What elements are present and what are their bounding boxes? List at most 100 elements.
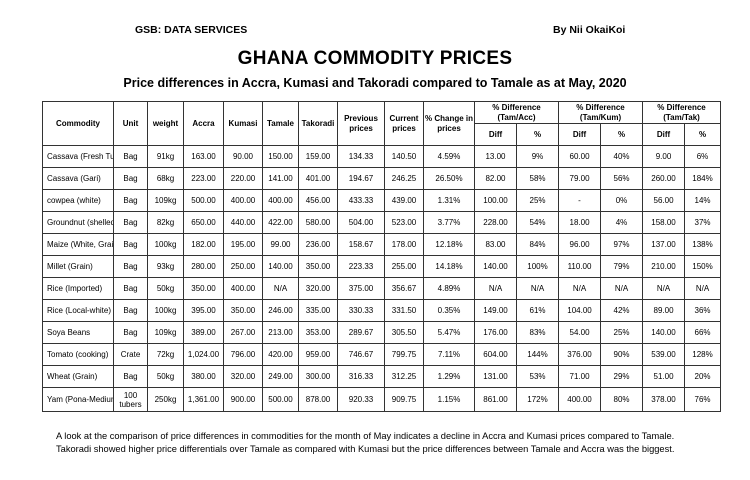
table-cell: 40% [600, 145, 644, 168]
table-cell: 395.00 [183, 299, 224, 322]
table-cell: 378.00 [642, 387, 686, 412]
table-row: Maize (White, Grain) Bag 100kg 182.00 195.00… [42, 233, 722, 256]
table-cell: Bag [113, 167, 148, 190]
table-body: Cassava (Fresh Tubes)Bag91kg163.0090.001… [42, 145, 722, 412]
table-cell: 312.25 [384, 365, 424, 388]
table-cell: 76% [684, 387, 722, 412]
table-cell: 356.67 [384, 277, 424, 300]
table-cell: 6% [684, 145, 722, 168]
table-cell: 110.00 [558, 255, 602, 278]
table-cell: 500.00 [262, 387, 299, 412]
col-header-current-prices: Current prices [384, 101, 424, 146]
table-cell: 580.00 [298, 211, 338, 234]
table-cell: Bag [113, 365, 148, 388]
table-cell: Bag [113, 299, 148, 322]
table-cell: 335.00 [298, 299, 338, 322]
table-cell: N/A [474, 277, 517, 300]
table-cell: 176.00 [474, 321, 517, 344]
table-cell: 9.00 [642, 145, 686, 168]
table-cell: 25% [515, 189, 560, 212]
table-cell: 433.33 [337, 189, 385, 212]
table-cell: 79.00 [558, 167, 602, 190]
table-cell: 56% [600, 167, 644, 190]
org-name: GSB: DATA SERVICES [135, 24, 248, 36]
table-cell: 163.00 [183, 145, 224, 168]
table-cell: N/A [262, 277, 299, 300]
col-header-kumasi: Kumasi [223, 101, 263, 146]
table-row: Cassava (Gari) Bag 68kg 223.00 220.00 141.00 4… [42, 167, 722, 190]
commodity-name-cell: Cassava (Gari) [42, 167, 114, 190]
table-cell: 141.00 [262, 167, 299, 190]
table-cell: 246.00 [262, 299, 299, 322]
table-cell: 900.00 [223, 387, 263, 412]
table-row: Tomato (cooking) Crate 72kg 1,024.00 796.00 4… [42, 343, 722, 366]
table-cell: 331.50 [384, 299, 424, 322]
table-cell: 4.59% [423, 145, 475, 168]
table-cell: N/A [642, 277, 686, 300]
commodity-name-cell: cowpea (white) [42, 189, 114, 212]
table-cell: 138% [684, 233, 722, 256]
table-cell: 80% [600, 387, 644, 412]
table-cell: 96.00 [558, 233, 602, 256]
table-cell: 920.33 [337, 387, 385, 412]
table-cell: 91kg [147, 145, 184, 168]
table-cell: 79% [600, 255, 644, 278]
table-cell: 71.00 [558, 365, 602, 388]
table-cell: 83% [515, 321, 560, 344]
table-cell: 799.75 [384, 343, 424, 366]
table-cell: 330.33 [337, 299, 385, 322]
page-title: GHANA COMMODITY PRICES [237, 48, 513, 69]
commodity-name-cell: Soya Beans [42, 321, 114, 344]
table-cell: 53% [515, 365, 560, 388]
table-cell: 36% [684, 299, 722, 322]
table-cell: 909.75 [384, 387, 424, 412]
table-cell: 7.11% [423, 343, 475, 366]
table-cell: 353.00 [298, 321, 338, 344]
subcol-percent: % [515, 123, 560, 146]
table-cell: 104.00 [558, 299, 602, 322]
table-cell: 439.00 [384, 189, 424, 212]
table-row: cowpea (white) Bag 109kg 500.00 400.00 400.00… [42, 189, 722, 212]
table-cell: 400.00 [558, 387, 602, 412]
col-header-percent-change: % Change in prices [423, 101, 475, 146]
table-cell: 20% [684, 365, 722, 388]
table-cell: 4.89% [423, 277, 475, 300]
table-cell: 100 tubers [113, 387, 148, 412]
table-cell: 178.00 [384, 233, 424, 256]
table-cell: 100% [515, 255, 560, 278]
table-cell: 456.00 [298, 189, 338, 212]
table-cell: 350.00 [183, 277, 224, 300]
table-cell: 82.00 [474, 167, 517, 190]
table-cell: Bag [113, 233, 148, 256]
page-subtitle: Price differences in Accra, Kumasi and T… [123, 76, 627, 90]
table-cell: 89.00 [642, 299, 686, 322]
table-cell: 100kg [147, 299, 184, 322]
table-cell: 18.00 [558, 211, 602, 234]
table-cell: 376.00 [558, 343, 602, 366]
table-cell: 300.00 [298, 365, 338, 388]
table-cell: 82kg [147, 211, 184, 234]
table-cell: 66% [684, 321, 722, 344]
table-cell: 878.00 [298, 387, 338, 412]
table-row: Cassava (Fresh Tubes)Bag91kg163.0090.001… [42, 145, 722, 168]
table-cell: 60.00 [558, 145, 602, 168]
table-cell: 500.00 [183, 189, 224, 212]
table-cell: Bag [113, 145, 148, 168]
table-cell: 1,024.00 [183, 343, 224, 366]
table-cell: 796.00 [223, 343, 263, 366]
table-cell: 260.00 [642, 167, 686, 190]
table-cell: 194.67 [337, 167, 385, 190]
col-header-commodity: Commodity [42, 101, 114, 146]
table-row: Groundnut (shelled) Bag 82kg 650.00 440.00 42… [42, 211, 722, 234]
table-cell: 134.33 [337, 145, 385, 168]
table-cell: 58% [515, 167, 560, 190]
table-cell: 223.33 [337, 255, 385, 278]
table-cell: 195.00 [223, 233, 263, 256]
table-row: Millet (Grain) Bag 93kg 280.00 250.00 140.00 3… [42, 255, 722, 278]
table-cell: 440.00 [223, 211, 263, 234]
commodity-name-cell: Rice (Imported) [42, 277, 114, 300]
table-cell: 604.00 [474, 343, 517, 366]
table-cell: 1,361.00 [183, 387, 224, 412]
table-cell: 401.00 [298, 167, 338, 190]
table-cell: 250kg [147, 387, 184, 412]
